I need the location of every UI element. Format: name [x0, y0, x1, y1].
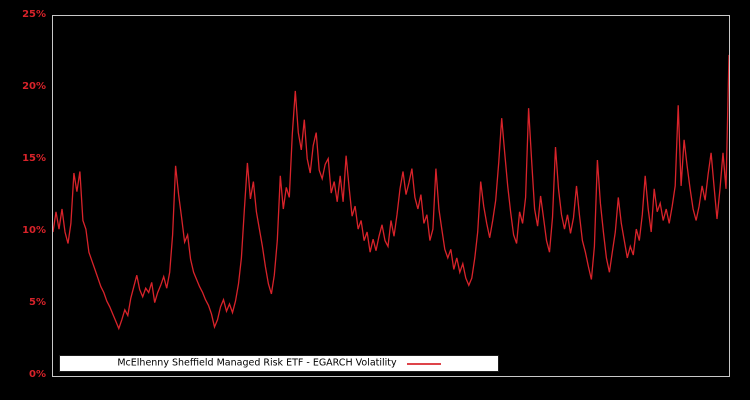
legend-line-sample-icon — [406, 362, 441, 365]
chart-canvas — [53, 54, 729, 331]
y-tick-label: 0% — [29, 369, 46, 380]
plot-area: McElhenny Sheffield Managed Risk ETF - E… — [52, 15, 730, 377]
y-tick-label: 20% — [22, 81, 46, 92]
y-axis: 0% 5% 10% 15% 20% 25% — [0, 0, 50, 400]
legend: McElhenny Sheffield Managed Risk ETF - E… — [59, 355, 499, 372]
y-tick-label: 5% — [29, 297, 46, 308]
y-tick-label: 10% — [22, 225, 46, 236]
y-tick-label: 15% — [22, 153, 46, 164]
legend-label: McElhenny Sheffield Managed Risk ETF - E… — [117, 357, 397, 369]
volatility-line — [53, 54, 729, 331]
y-tick-label: 25% — [22, 9, 46, 20]
